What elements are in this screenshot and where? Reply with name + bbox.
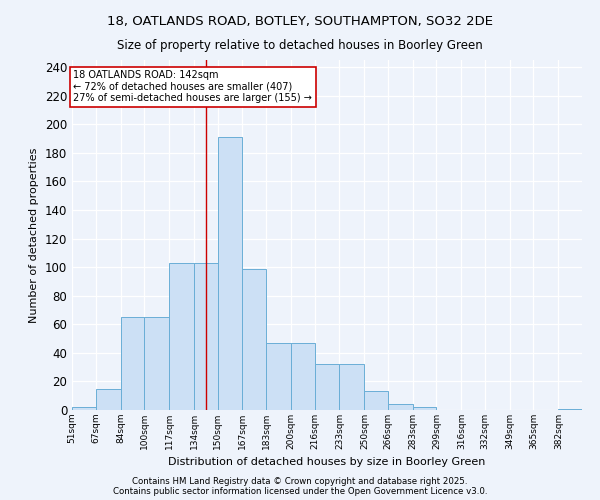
Bar (242, 268, 266, 410)
Bar (218, 137, 242, 410)
Bar (559, 408, 582, 410)
Bar (388, 404, 413, 410)
Bar (144, 317, 169, 410)
Bar (72, 407, 95, 410)
Y-axis label: Number of detached properties: Number of detached properties (29, 148, 39, 322)
Text: Contains HM Land Registry data © Crown copyright and database right 2025.: Contains HM Land Registry data © Crown c… (132, 477, 468, 486)
X-axis label: Distribution of detached houses by size in Boorley Green: Distribution of detached houses by size … (169, 458, 485, 468)
Text: Size of property relative to detached houses in Boorley Green: Size of property relative to detached ho… (117, 39, 483, 52)
Bar (169, 263, 194, 410)
Bar (340, 364, 364, 410)
Bar (194, 263, 218, 410)
Bar (364, 392, 388, 410)
Text: 18, OATLANDS ROAD, BOTLEY, SOUTHAMPTON, SO32 2DE: 18, OATLANDS ROAD, BOTLEY, SOUTHAMPTON, … (107, 15, 493, 28)
Bar (121, 317, 144, 410)
Text: Contains public sector information licensed under the Open Government Licence v3: Contains public sector information licen… (113, 487, 487, 496)
Bar (413, 407, 436, 410)
Bar (95, 388, 121, 410)
Bar (291, 343, 314, 410)
Text: 18 OATLANDS ROAD: 142sqm
← 72% of detached houses are smaller (407)
27% of semi-: 18 OATLANDS ROAD: 142sqm ← 72% of detach… (73, 70, 313, 103)
Bar (266, 343, 291, 410)
Bar (314, 364, 340, 410)
